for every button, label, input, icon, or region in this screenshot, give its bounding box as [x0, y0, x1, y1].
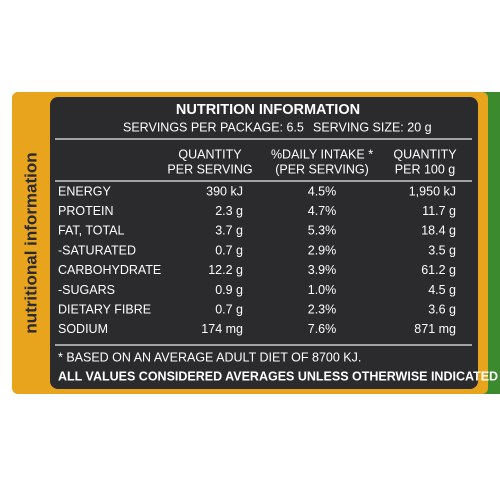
cell-value: 1.0% [308, 283, 337, 297]
row-label: CARBOHYDRATE [58, 263, 161, 277]
cell-value: 871 mg [414, 322, 456, 336]
cell-value: 2.3% [308, 302, 337, 316]
column-header: PER 100 g [395, 162, 456, 176]
cell-value: 174 mg [201, 322, 243, 336]
serving-size: SERVING SIZE: 20 g [313, 120, 432, 134]
row-label: DIETARY FIBRE [58, 302, 151, 316]
column-header: PER SERVING [167, 162, 252, 176]
cell-value: 0.7 g [215, 302, 243, 316]
cell-value: 0.7 g [215, 243, 243, 257]
cell-value: 3.6 g [428, 302, 456, 316]
footnote: ALL VALUES CONSIDERED AVERAGES UNLESS OT… [58, 369, 498, 383]
cell-value: 4.5% [308, 184, 337, 198]
cell-value: 4.7% [308, 204, 337, 218]
cell-value: 5.3% [308, 224, 337, 238]
cell-value: 12.2 g [208, 263, 243, 277]
row-label: -SATURATED [58, 243, 136, 257]
row-label: ENERGY [58, 184, 111, 198]
cell-value: 2.9% [308, 243, 337, 257]
column-header: (PER SERVING) [275, 162, 369, 176]
title: NUTRITION INFORMATION [176, 102, 360, 118]
cell-value: 3.9% [308, 263, 337, 277]
cell-value: 4.5 g [428, 283, 456, 297]
cell-value: 11.7 g [422, 204, 456, 218]
column-header: QUANTITY [178, 147, 242, 161]
column-header: QUANTITY [393, 147, 457, 161]
side-label: nutritional information [21, 152, 40, 333]
row-label: SODIUM [58, 322, 108, 336]
servings-per-package: SERVINGS PER PACKAGE: 6.5 [123, 120, 304, 134]
cell-value: 2.3 g [215, 204, 243, 218]
cell-value: 7.6% [308, 322, 337, 336]
cell-value: 390 kJ [206, 184, 243, 198]
row-label: FAT, TOTAL [58, 224, 125, 238]
cell-value: 3.7 g [215, 224, 243, 238]
panel [50, 97, 478, 389]
cell-value: 61.2 g [421, 263, 456, 277]
cell-value: 18.4 g [421, 224, 456, 238]
cell-value: 1,950 kJ [409, 184, 456, 198]
row-label: -SUGARS [58, 283, 115, 297]
row-label: PROTEIN [58, 204, 114, 218]
cell-value: 0.9 g [215, 283, 243, 297]
column-header: %DAILY INTAKE * [271, 147, 373, 161]
cell-value: 3.5 g [428, 243, 456, 257]
footnote: * BASED ON AN AVERAGE ADULT DIET OF 8700… [58, 350, 361, 364]
